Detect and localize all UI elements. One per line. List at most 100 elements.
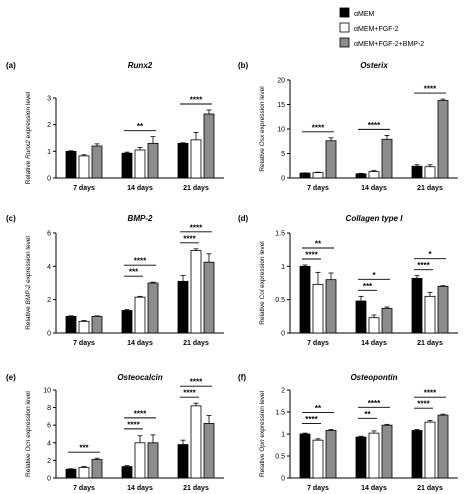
x-tick-label: 21 days — [417, 485, 443, 492]
panel-letter: (f) — [238, 373, 246, 382]
bar — [424, 295, 436, 334]
bar — [325, 430, 337, 479]
bar — [121, 466, 133, 479]
bar — [368, 171, 380, 179]
significance-label: *** — [129, 268, 139, 277]
y-axis-label: Relative Col expression level — [259, 241, 266, 325]
bar — [190, 250, 202, 334]
y-tick-label: 0 — [47, 331, 51, 338]
bar — [134, 149, 146, 179]
y-axis-label-gene: Ocn — [25, 439, 32, 451]
panel-letter: (e) — [6, 373, 16, 382]
chart-title: Runx2 — [128, 61, 153, 70]
significance-label: * — [428, 250, 432, 259]
panel-a: (a) Runx2 0 1 2 3 Relative Runx2 expression le… — [6, 61, 224, 192]
legend-swatch — [339, 7, 350, 18]
x-tick-label: 14 days — [127, 485, 153, 492]
y-tick-label: 1 — [281, 432, 285, 439]
legend: αMEM αMEM+FGF-2 αMEM+FGF-2+BMP-2 — [339, 7, 424, 48]
bar — [411, 277, 423, 334]
x-tick-label: 7 days — [307, 485, 329, 492]
panel-c: (c) BMP-2 0 2 4 6 Relative BMP-2 expression le… — [6, 214, 224, 347]
bar — [147, 442, 159, 479]
significance-label: ** — [364, 410, 371, 419]
y-tick-label: 3 — [47, 96, 51, 103]
x-tick-label: 21 days — [417, 340, 443, 347]
y-axis-label-part: expression level — [259, 241, 266, 290]
bar — [65, 468, 77, 479]
panel-e: (e) Osteocalcin 0 2 4 6 8 10 Relative Ocn expres… — [6, 373, 224, 492]
y-axis-label-part: Relative — [259, 146, 266, 171]
panel-b: (b) Osterix 0 5 10 15 20 Relative Osx expressio… — [238, 61, 458, 192]
bar — [299, 433, 311, 479]
y-axis-label-part: expression level — [259, 390, 266, 439]
bar — [437, 100, 449, 179]
y-tick-label: 2 — [47, 297, 51, 304]
bar — [177, 280, 189, 334]
bar — [134, 296, 146, 334]
legend-label: αMEM — [354, 11, 375, 18]
bar — [203, 423, 215, 479]
significance-label: ** — [315, 240, 322, 249]
y-tick-label: 1 — [281, 264, 285, 271]
significance-label: **** — [183, 234, 196, 243]
x-tick-label: 14 days — [361, 340, 387, 347]
bar — [190, 139, 202, 179]
y-tick-label: 6 — [47, 423, 51, 430]
bar — [177, 444, 189, 479]
x-tick-label: 14 days — [361, 485, 387, 492]
x-tick-label: 7 days — [73, 485, 95, 492]
y-tick-label: 6 — [47, 231, 51, 238]
significance-label: **** — [305, 251, 318, 260]
bar — [411, 430, 423, 479]
legend-label: αMEM+FGF-2 — [354, 26, 399, 33]
bar — [203, 113, 215, 179]
bar — [368, 432, 380, 479]
bar — [312, 283, 324, 334]
panel-f: (f) Osteopontin 0 0.5 1 1.5 2 Relative Opn expr… — [238, 373, 458, 492]
x-tick-label: 7 days — [73, 185, 95, 192]
significance-label: **** — [305, 415, 318, 424]
bar — [424, 421, 436, 479]
significance-label: **** — [190, 96, 203, 105]
significance-label: **** — [127, 420, 140, 429]
significance-label: **** — [424, 389, 437, 398]
bar — [65, 315, 77, 334]
y-tick-label: 20 — [277, 78, 285, 85]
bar — [437, 285, 449, 334]
significance-label: **** — [134, 257, 147, 266]
bar — [91, 315, 103, 334]
bar — [424, 166, 436, 179]
bar — [91, 145, 103, 179]
bar — [325, 279, 337, 334]
y-tick-label: 2 — [281, 388, 285, 395]
x-tick-label: 7 days — [73, 340, 95, 347]
y-tick-label: 8 — [47, 405, 51, 412]
bar — [381, 307, 393, 334]
chart-title: Osterix — [360, 61, 388, 70]
y-axis-label-part: Relative — [25, 159, 32, 184]
y-tick-label: 1.5 — [275, 410, 285, 417]
panel-d: (d) Collagen type I 0 0.5 1 1.5 Relative Col e… — [238, 214, 458, 347]
bar — [411, 165, 423, 179]
significance-label: **** — [417, 400, 430, 409]
significance-label: **** — [134, 409, 147, 418]
bar — [121, 152, 133, 179]
y-tick-label: 1.5 — [275, 231, 285, 238]
panels: (a) Runx2 0 1 2 3 Relative Runx2 expression le… — [6, 61, 458, 492]
y-axis-label-part: expression level — [259, 86, 266, 135]
y-axis-label: Relative Ocn expression level — [25, 391, 32, 477]
bar — [147, 142, 159, 179]
y-axis-label-gene: BMP-2 — [25, 284, 32, 304]
y-tick-label: 1 — [47, 149, 51, 156]
panel-letter: (a) — [6, 61, 16, 70]
y-axis-label: Relative BMP-2 expression level — [25, 236, 32, 330]
y-axis-label-part: Relative — [25, 305, 32, 330]
y-tick-label: 0.5 — [275, 454, 285, 461]
y-axis-label-part: Relative — [25, 452, 32, 477]
significance-label: ** — [315, 404, 322, 413]
bar — [355, 300, 367, 334]
y-tick-label: 15 — [277, 102, 285, 109]
bar — [312, 172, 324, 179]
chart-title: Osteopontin — [350, 373, 397, 382]
